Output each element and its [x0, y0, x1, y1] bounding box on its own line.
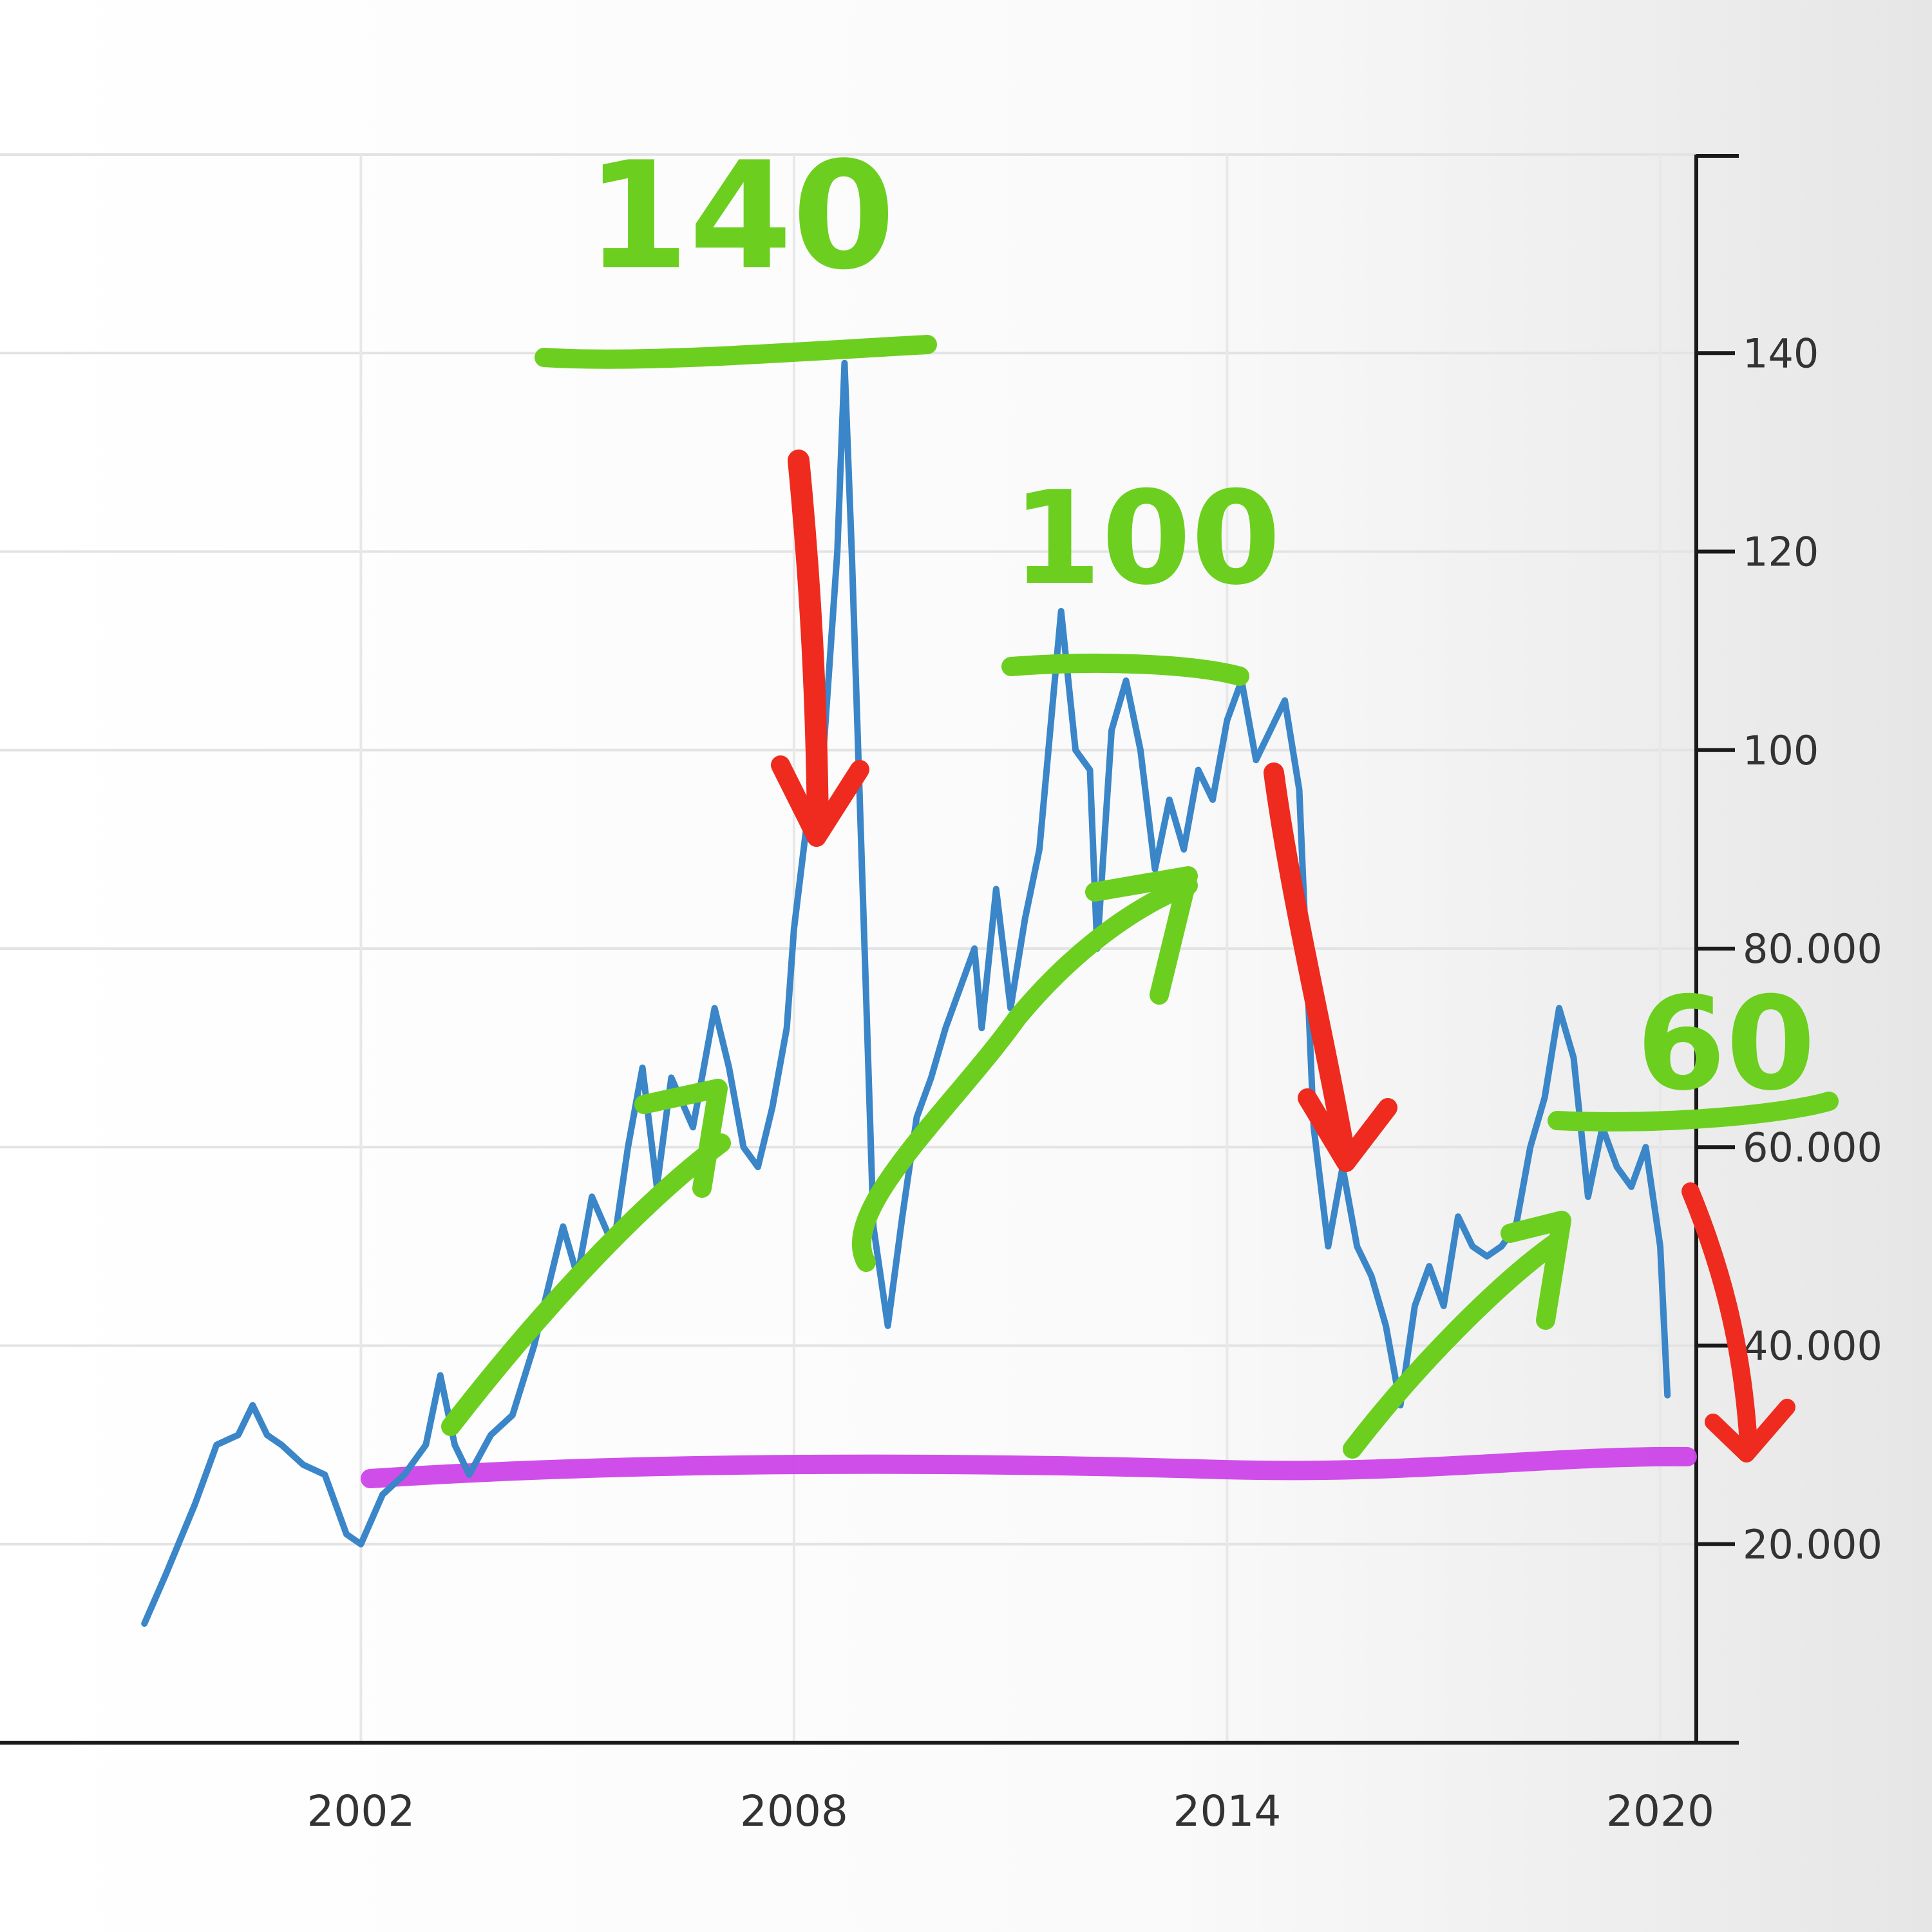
annotation-label-60: 60 [1636, 969, 1815, 1119]
y-tick-label: 20.000 [1743, 1521, 1882, 1568]
support-line [361, 1446, 1697, 1488]
x-tick-label: 2014 [1173, 1786, 1281, 1836]
uptrend-arrow-icon [1343, 1211, 1571, 1459]
downtrend-arrow-icon [1681, 1182, 1795, 1463]
y-tick-label: 80.000 [1743, 925, 1882, 972]
series-layer [141, 359, 1671, 1627]
annotation-label-140: 140 [586, 131, 895, 303]
y-tick-label: 60.000 [1743, 1124, 1882, 1171]
x-tick-labels: 2002 2008 2014 2020 [307, 1786, 1714, 1836]
grid-lines [0, 153, 1696, 1743]
downtrend-arrow-icon [771, 450, 869, 847]
y-tick-label: 40.000 [1743, 1323, 1882, 1370]
y-tick-labels: 20.000 40.000 60.000 80.000 100 120 140 [1743, 330, 1882, 1568]
x-tick-label: 2008 [740, 1786, 848, 1836]
y-tick-label: 120 [1743, 529, 1819, 576]
y-tick-label: 100 [1743, 727, 1819, 774]
axes [0, 154, 1739, 1745]
uptrend-arrow-icon [441, 1079, 731, 1436]
y-tick-label: 140 [1743, 330, 1819, 377]
uptrend-arrow-icon [852, 866, 1198, 1272]
resistance-line-60 [1548, 1092, 1839, 1132]
resistance-line-140 [535, 335, 937, 369]
x-tick-label: 2020 [1606, 1786, 1714, 1836]
x-tick-label: 2002 [307, 1786, 415, 1836]
resistance-line-100 [1001, 654, 1249, 686]
downtrend-arrow-icon [1264, 762, 1397, 1172]
price-series-line [141, 359, 1671, 1627]
annotation-label-100: 100 [1012, 464, 1280, 614]
